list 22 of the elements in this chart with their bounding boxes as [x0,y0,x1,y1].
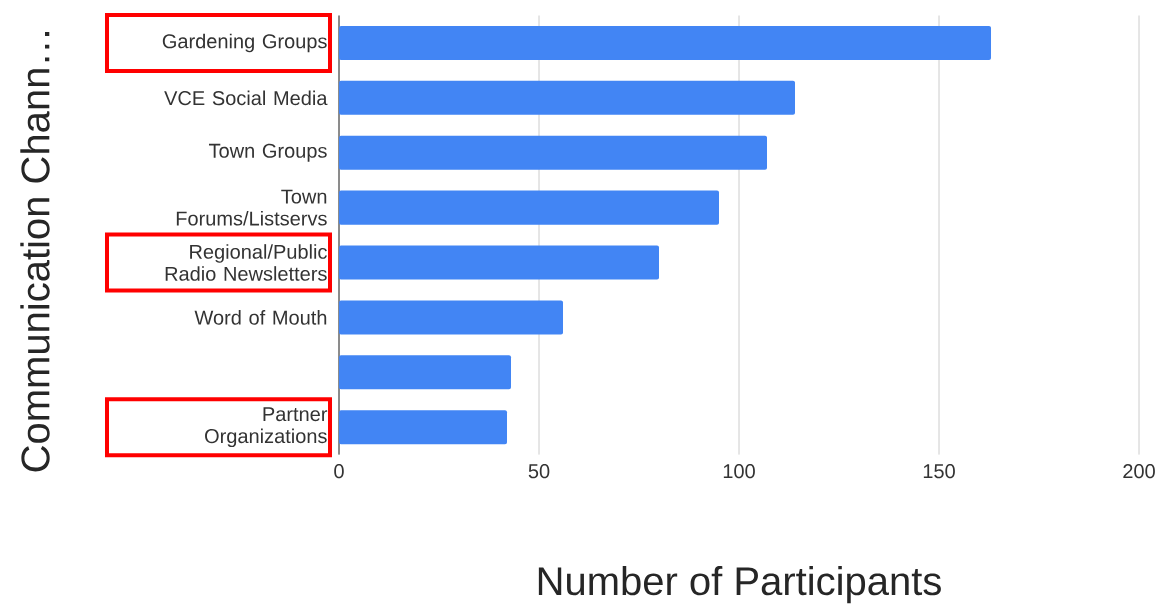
y-axis-title: Communication Chann… [20,32,50,472]
x-tick-label: 0 [334,464,344,479]
bar [339,135,767,170]
y-tick-label: VCE Social Media [164,90,328,106]
x-axis-title: Number of Participants [538,565,941,604]
y-tick-label: Word of Mouth [194,310,327,325]
x-tick-label: 200 [1123,464,1155,479]
bar [339,25,992,60]
x-tick-label: 50 [528,464,550,479]
y-tick-label: Town Groups [208,143,327,162]
y-tick-label: Town Forums/Listservs [176,189,327,226]
bar [339,355,511,390]
bar [339,190,719,225]
x-tick-label: 150 [923,464,955,479]
y-tick-label: Regional/Public Radio Newsletters [165,244,327,281]
y-tick-label: Gardening Groups [162,33,327,53]
y-tick-label: Partner Organizations [205,407,328,448]
bar [339,300,563,335]
bar [339,410,507,445]
bar [339,245,659,280]
x-tick-label: 100 [723,464,755,479]
bar [339,80,795,115]
